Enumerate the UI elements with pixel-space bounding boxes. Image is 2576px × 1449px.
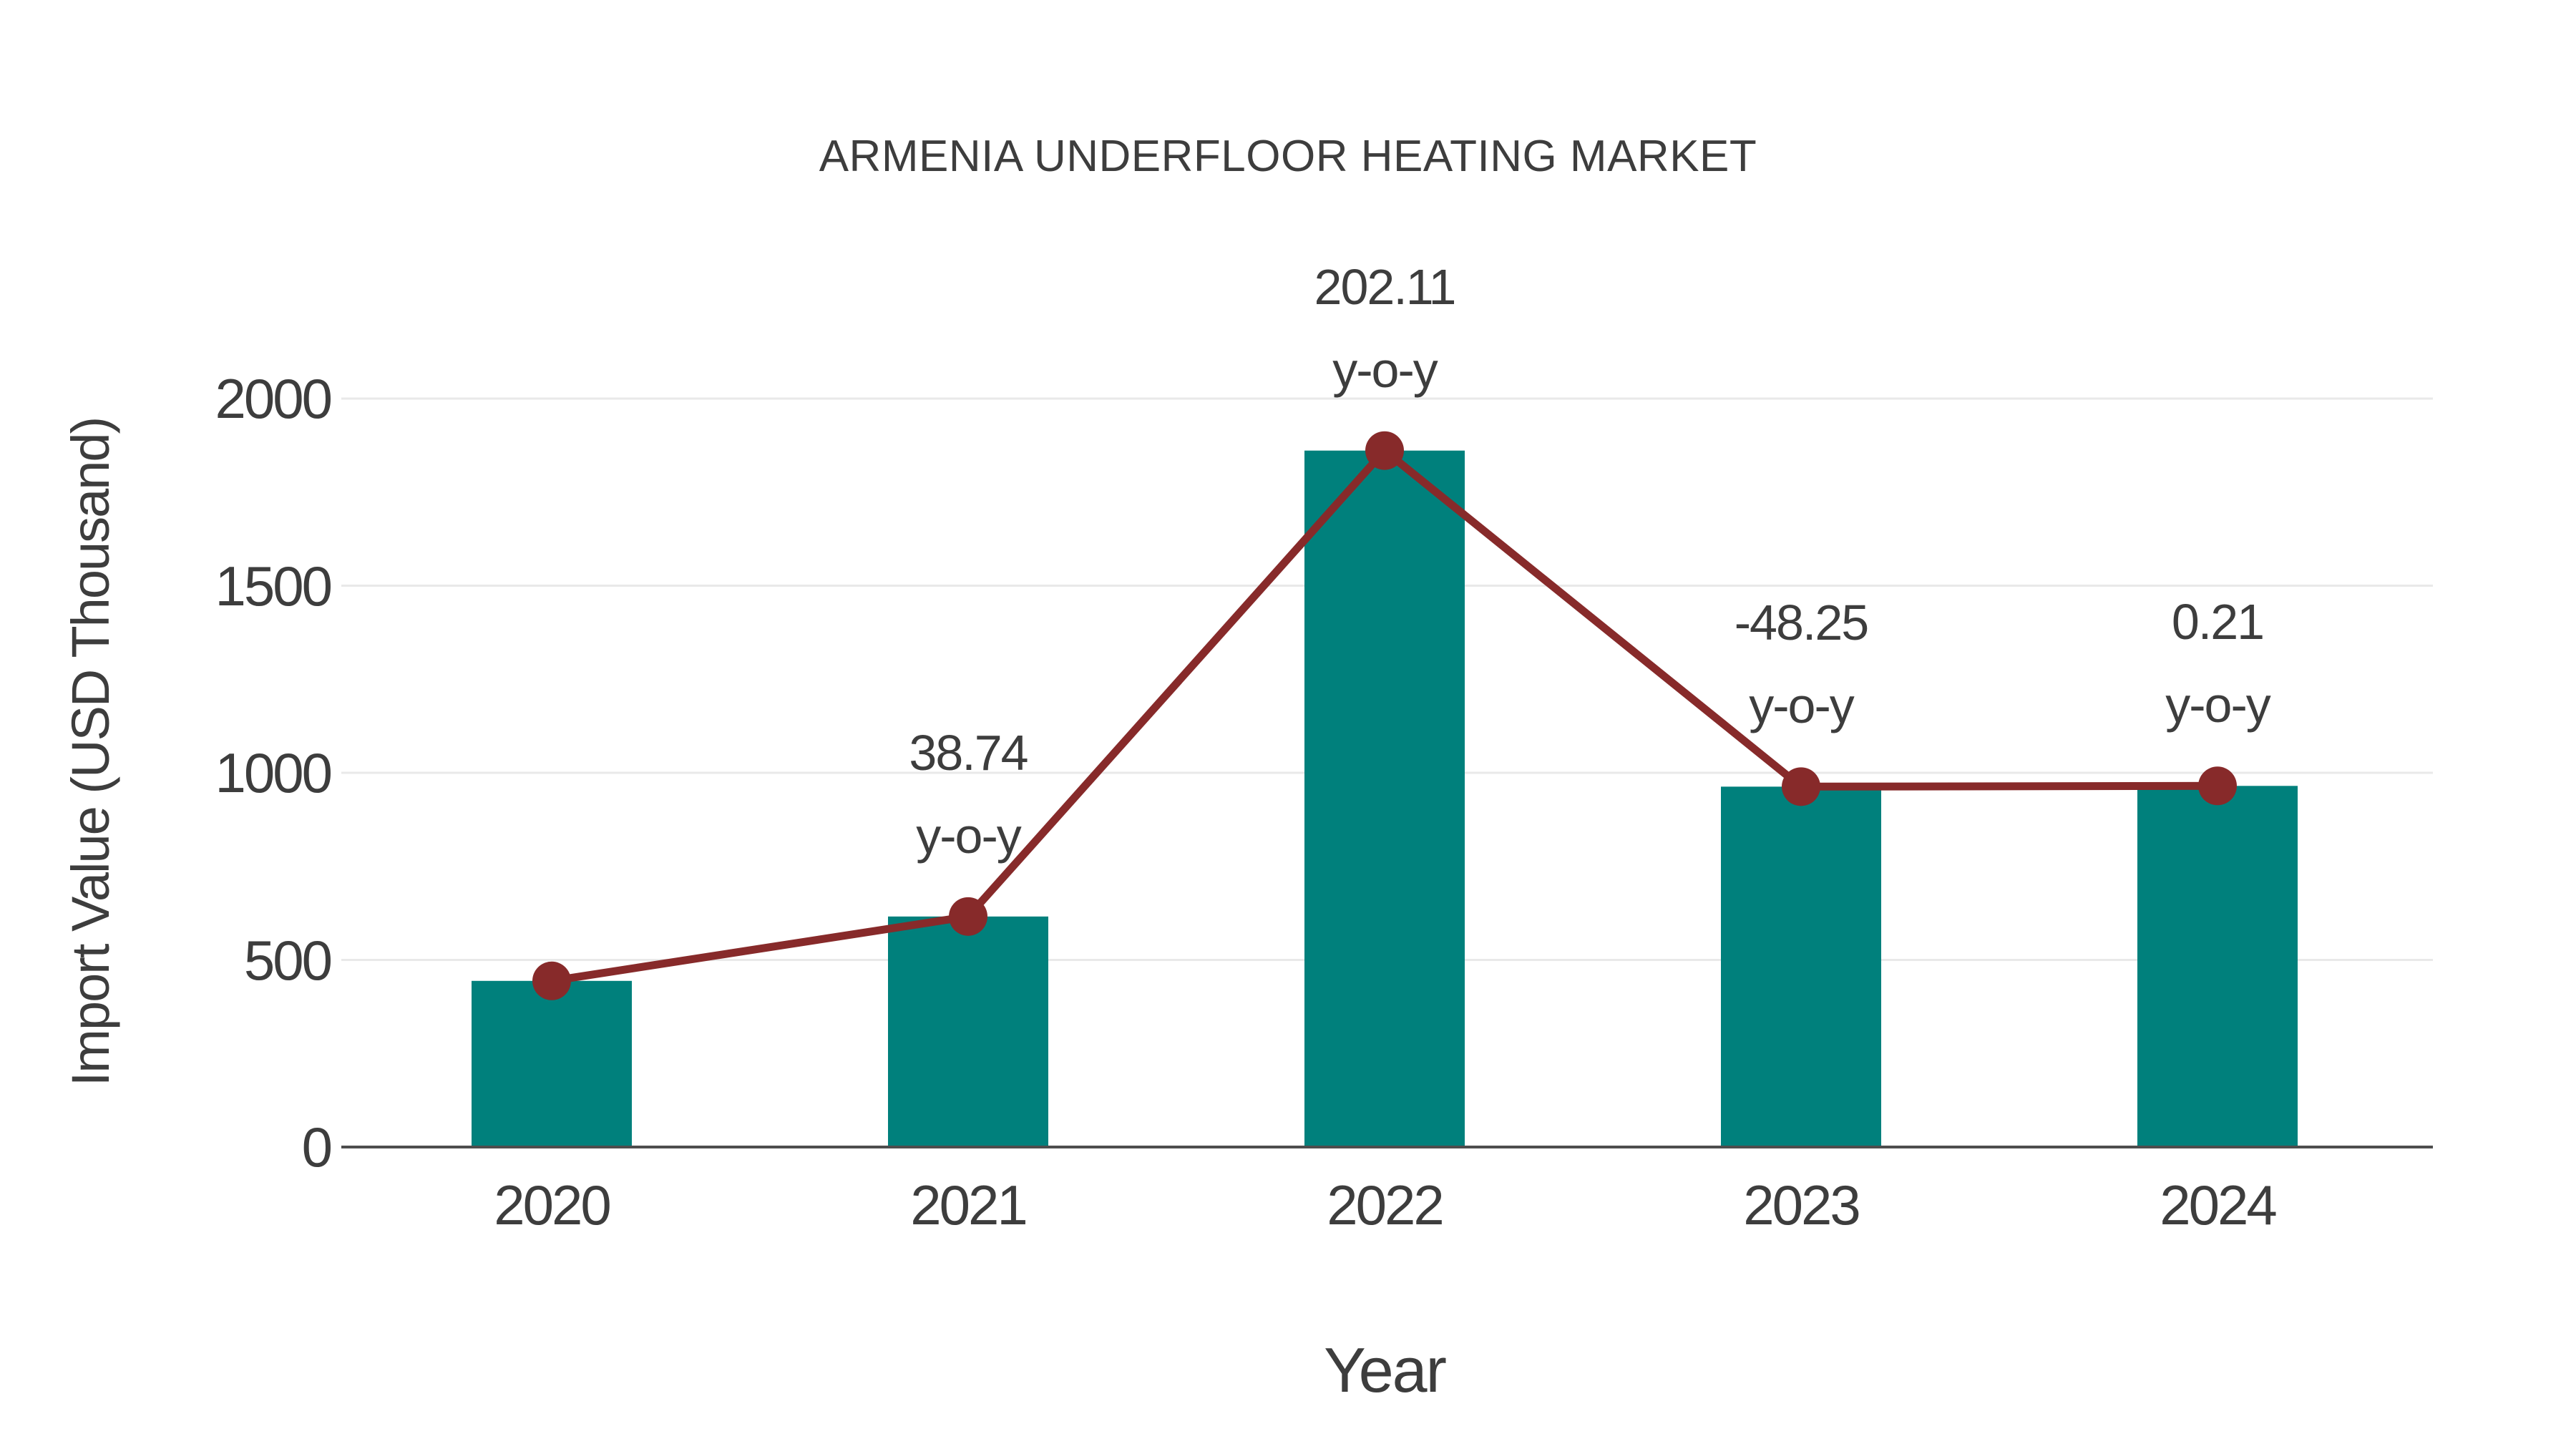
bar-2020 [472,980,632,1147]
trend-marker-2020 [532,961,571,1000]
annotation-suffix-2022: y-o-y [1332,341,1438,398]
annotation-value-2021: 38.74 [909,724,1028,781]
y-tick-label-500: 500 [243,928,333,992]
chart-title: ARMENIA UNDERFLOOR HEATING MARKET [819,132,1757,181]
trend-marker-2022 [1365,431,1404,470]
annotation-value-2023: -48.25 [1734,595,1869,651]
trend-marker-2023 [1782,767,1820,806]
x-tick-label-2020: 2020 [494,1174,612,1236]
y-tick-label-0: 0 [301,1116,333,1179]
annotation-value-2022: 202.11 [1314,258,1457,315]
x-tick-label-2024: 2024 [2160,1174,2278,1236]
annotation-suffix-2023: y-o-y [1749,678,1855,734]
trend-marker-2024 [2198,766,2237,806]
bar-2021 [888,916,1048,1147]
bar-2023 [1721,786,1881,1147]
bar-2024 [2137,786,2298,1147]
y-tick-label-2000: 2000 [215,367,333,430]
x-axis-title: Year [1324,1335,1447,1405]
x-tick-label-2022: 2022 [1327,1174,1445,1236]
bar-2022 [1304,450,1465,1147]
x-tick-label-2023: 2023 [1743,1174,1861,1236]
annotation-suffix-2021: y-o-y [916,807,1022,864]
y-tick-label-1000: 1000 [215,741,333,804]
annotation-suffix-2024: y-o-y [2165,677,2271,733]
annotation-value-2024: 0.21 [2171,594,2265,650]
trend-marker-2021 [949,897,987,936]
y-tick-label-1500: 1500 [215,554,333,618]
x-tick-label-2021: 2021 [910,1174,1028,1236]
